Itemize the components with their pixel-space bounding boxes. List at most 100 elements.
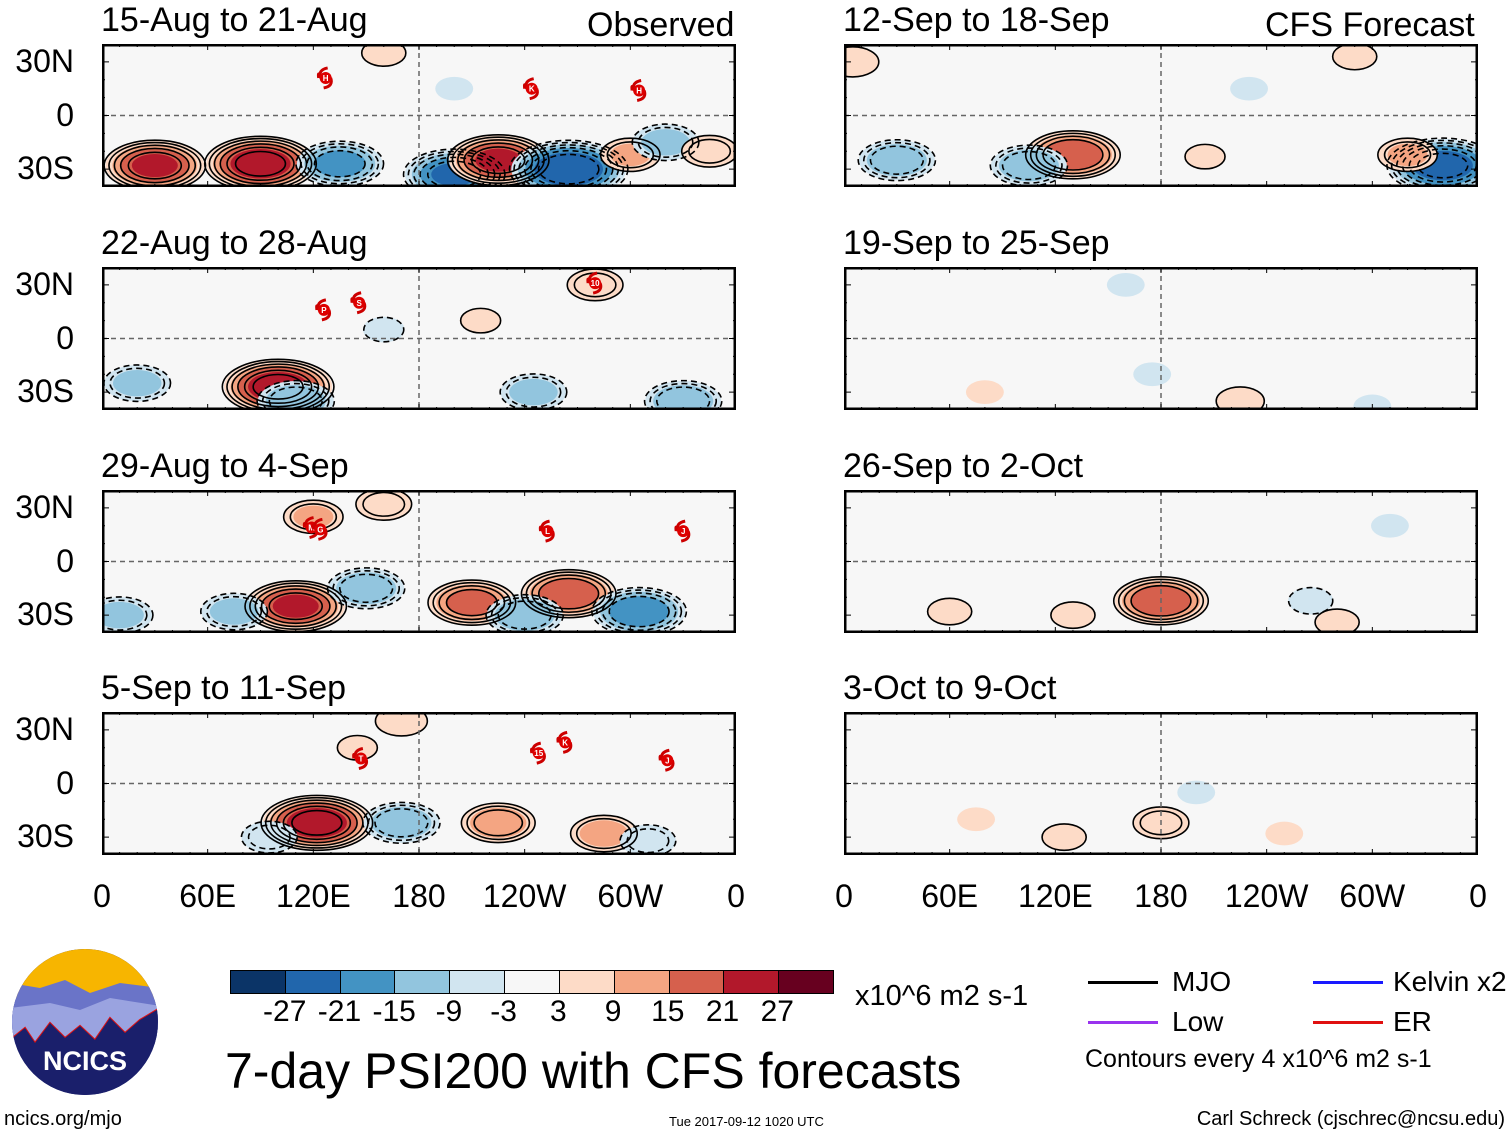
lat-label: 30N bbox=[15, 42, 74, 79]
storm-label: P bbox=[321, 306, 327, 315]
anomaly-fill bbox=[509, 378, 558, 406]
anomaly-fill bbox=[1288, 587, 1334, 615]
negative-contour bbox=[338, 573, 394, 604]
storm-marker bbox=[541, 525, 554, 538]
storm-marker bbox=[353, 296, 366, 309]
positive-contour bbox=[268, 592, 323, 621]
negative-contour bbox=[407, 150, 501, 187]
anomaly-fill bbox=[957, 807, 996, 832]
storm-marker bbox=[354, 752, 367, 765]
positive-contour bbox=[1029, 132, 1117, 178]
panel-frame bbox=[844, 267, 1478, 410]
positive-contour bbox=[360, 44, 407, 67]
anomaly-fill bbox=[1041, 823, 1087, 851]
positive-contour bbox=[208, 137, 313, 187]
colorbar-swatch bbox=[505, 971, 560, 993]
lon-label: 120E bbox=[1017, 878, 1093, 914]
positive-contour bbox=[1314, 608, 1360, 633]
lat-label: 30N bbox=[15, 265, 74, 302]
anomaly-fill bbox=[844, 46, 880, 78]
negative-contour bbox=[989, 144, 1069, 187]
negative-contour bbox=[1417, 152, 1469, 179]
positive-contour bbox=[260, 588, 331, 625]
anomaly-fill bbox=[1215, 386, 1265, 410]
positive-contour bbox=[599, 137, 661, 173]
negative-contour bbox=[247, 824, 291, 850]
lon-label: 0 bbox=[835, 878, 853, 914]
storm-label: K bbox=[529, 85, 535, 94]
negative-contour bbox=[109, 367, 166, 399]
positive-contour bbox=[1112, 576, 1210, 626]
panel-frame bbox=[102, 267, 736, 410]
logo-text: NCICS bbox=[43, 1046, 127, 1076]
tropical-cyclone-icon: T bbox=[352, 747, 369, 770]
positive-contour bbox=[1383, 141, 1432, 169]
lat-label: 30S bbox=[17, 596, 74, 633]
tropical-cyclone-icon: 10 bbox=[586, 271, 603, 295]
colorbar-swatch bbox=[559, 971, 615, 993]
storm-label: K bbox=[562, 738, 568, 747]
storm-label: J bbox=[681, 527, 685, 536]
panel-frame bbox=[844, 490, 1478, 633]
negative-contour bbox=[537, 153, 600, 185]
anomaly-fill bbox=[641, 129, 690, 156]
anomaly-fill bbox=[653, 385, 714, 410]
footer-url[interactable]: ncics.org/mjo bbox=[4, 1108, 122, 1130]
negative-contour bbox=[1001, 150, 1057, 181]
negative-contour bbox=[332, 570, 401, 607]
negative-contour bbox=[102, 599, 148, 631]
storm-marker bbox=[317, 303, 330, 316]
negative-contour bbox=[499, 373, 568, 410]
panel-title: 26-Sep to 2-Oct bbox=[843, 447, 1084, 485]
negative-contour bbox=[261, 382, 330, 410]
anomaly-fill bbox=[112, 369, 162, 397]
anomaly-fill bbox=[1371, 513, 1409, 538]
panel-frame bbox=[102, 712, 736, 855]
negative-contour bbox=[518, 144, 620, 187]
positive-contour bbox=[291, 809, 343, 836]
contour-layer bbox=[926, 576, 1360, 633]
negative-contour bbox=[655, 386, 711, 410]
storm-label: 15 bbox=[534, 749, 543, 758]
legend-kelvin-label: Kelvin x2 bbox=[1393, 966, 1507, 997]
positive-contour bbox=[275, 802, 358, 844]
anomaly-fill bbox=[313, 150, 366, 178]
legend-low-label: Low bbox=[1172, 1006, 1224, 1037]
positive-contour bbox=[473, 809, 524, 837]
contour-layer bbox=[844, 44, 1478, 187]
colorbar-swatch bbox=[450, 971, 506, 993]
lon-label: 180 bbox=[1134, 878, 1188, 914]
tropical-cyclone-icon: H bbox=[630, 79, 647, 102]
panel-frame bbox=[102, 44, 736, 187]
storm-label: H bbox=[323, 74, 329, 83]
storm-marker bbox=[661, 754, 674, 767]
anomaly-layer bbox=[965, 273, 1392, 410]
colorbar-swatch bbox=[669, 971, 725, 993]
positive-contour bbox=[226, 146, 295, 182]
footer-timestamp: Tue 2017-09-12 1020 UTC bbox=[669, 1114, 824, 1129]
positive-contour bbox=[1377, 137, 1439, 173]
anomaly-fill bbox=[1106, 273, 1145, 297]
legend-kelvin-line bbox=[1313, 981, 1383, 984]
positive-contour bbox=[243, 369, 313, 405]
negative-contour bbox=[326, 567, 406, 610]
tropical-cyclone-icon: K bbox=[522, 77, 539, 101]
colorbar-swatch bbox=[395, 971, 451, 993]
colorbar-tick-label: -21 bbox=[317, 995, 362, 1028]
colorbar-tick-label: 9 bbox=[604, 995, 622, 1028]
observed-label: Observed bbox=[587, 6, 735, 44]
anomaly-fill bbox=[1387, 143, 1428, 167]
legend-mjo-label: MJO bbox=[1172, 966, 1232, 997]
positive-contour bbox=[234, 150, 287, 177]
anomaly-fill bbox=[1133, 362, 1172, 387]
legend-er-label: ER bbox=[1393, 1006, 1432, 1037]
positive-contour bbox=[844, 46, 880, 78]
figure-title: 7-day PSI200 with CFS forecasts bbox=[225, 1043, 962, 1099]
negative-contour bbox=[505, 376, 562, 408]
colorbar-tick-label: 15 bbox=[651, 995, 685, 1028]
negative-contour bbox=[402, 148, 506, 187]
positive-contour bbox=[1130, 584, 1192, 617]
positive-contour bbox=[531, 574, 607, 614]
positive-contour bbox=[249, 582, 343, 630]
